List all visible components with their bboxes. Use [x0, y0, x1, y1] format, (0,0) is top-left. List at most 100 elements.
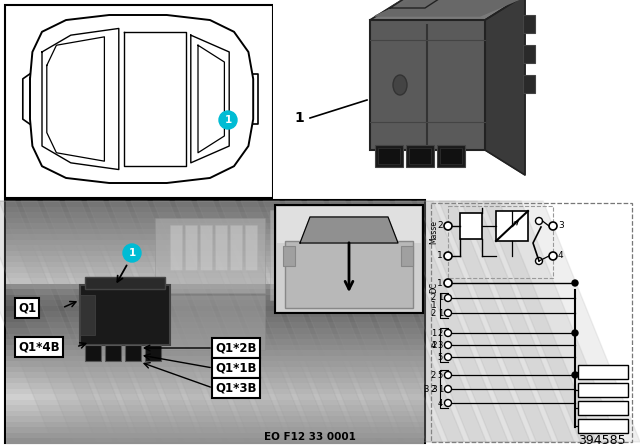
Text: 2: 2: [438, 328, 443, 337]
Text: 3: 3: [558, 221, 564, 231]
Circle shape: [445, 294, 451, 302]
Bar: [578, 383, 628, 397]
Bar: [6, 439, 424, 444]
Polygon shape: [263, 201, 420, 442]
Bar: [431, 203, 632, 442]
Bar: [6, 345, 424, 351]
Bar: [578, 365, 628, 379]
Bar: [401, 246, 413, 266]
Text: 1: 1: [225, 115, 232, 125]
Bar: [523, 75, 535, 93]
Text: 2: 2: [431, 340, 437, 349]
Bar: [273, 0, 640, 200]
Polygon shape: [390, 0, 445, 8]
Polygon shape: [21, 201, 178, 442]
Bar: [428, 200, 635, 445]
Bar: [105, 345, 121, 361]
Bar: [6, 339, 424, 345]
Bar: [6, 427, 424, 434]
Polygon shape: [439, 201, 596, 442]
Bar: [270, 210, 415, 300]
Text: Q1*4B: Q1*4B: [18, 340, 60, 353]
Polygon shape: [461, 201, 618, 442]
Bar: [523, 15, 535, 33]
Text: Q1*3B: Q1*3B: [215, 382, 257, 395]
Text: 2: 2: [437, 221, 443, 231]
Bar: [85, 277, 165, 289]
Bar: [406, 145, 434, 167]
Polygon shape: [109, 201, 266, 442]
Bar: [6, 350, 424, 356]
Text: 2: 2: [431, 309, 436, 318]
Bar: [6, 201, 424, 207]
Bar: [6, 284, 424, 290]
Bar: [6, 317, 424, 323]
Polygon shape: [0, 201, 134, 442]
Text: 5: 5: [438, 353, 443, 362]
Text: 1: 1: [437, 279, 443, 288]
Bar: [85, 345, 101, 361]
Circle shape: [445, 371, 451, 379]
Circle shape: [572, 372, 578, 378]
Circle shape: [549, 222, 557, 230]
Bar: [6, 207, 424, 212]
Polygon shape: [131, 201, 288, 442]
Bar: [448, 206, 553, 278]
Bar: [215, 225, 227, 270]
Circle shape: [445, 310, 451, 316]
Bar: [6, 295, 424, 301]
Bar: [6, 306, 424, 312]
Bar: [277, 207, 421, 311]
Text: 5: 5: [438, 370, 443, 379]
Bar: [6, 311, 424, 318]
Bar: [277, 207, 421, 243]
Bar: [409, 148, 431, 164]
Bar: [6, 240, 424, 246]
Polygon shape: [43, 201, 200, 442]
Text: 1: 1: [438, 293, 443, 302]
Bar: [378, 148, 400, 164]
Bar: [6, 273, 424, 279]
Text: 2: 2: [431, 370, 436, 379]
Bar: [245, 225, 257, 270]
Bar: [6, 394, 424, 401]
Polygon shape: [197, 201, 354, 442]
Text: 1: 1: [437, 251, 443, 260]
Bar: [5, 5, 273, 198]
Circle shape: [445, 329, 451, 336]
Text: 1: 1: [431, 328, 436, 337]
Text: Q1*2B: Q1*2B: [215, 341, 257, 354]
Bar: [285, 241, 413, 308]
Bar: [6, 289, 424, 295]
Bar: [6, 378, 424, 384]
Bar: [496, 211, 528, 241]
Bar: [185, 225, 197, 270]
Text: Masse: Masse: [429, 220, 438, 244]
Bar: [283, 246, 295, 266]
Bar: [523, 45, 535, 63]
Bar: [6, 334, 424, 340]
Bar: [6, 212, 424, 218]
Circle shape: [445, 341, 451, 349]
Polygon shape: [370, 0, 525, 20]
Polygon shape: [417, 201, 574, 442]
Text: 3: 3: [424, 384, 429, 393]
Circle shape: [445, 353, 451, 361]
Bar: [6, 366, 424, 373]
Circle shape: [549, 252, 557, 260]
Bar: [6, 422, 424, 428]
Text: 3: 3: [438, 340, 443, 349]
Text: Q1: Q1: [18, 302, 36, 314]
Circle shape: [444, 222, 452, 230]
Polygon shape: [153, 201, 310, 442]
Text: 4: 4: [431, 340, 436, 349]
Bar: [80, 285, 170, 345]
Bar: [6, 411, 424, 417]
Bar: [6, 223, 424, 229]
Polygon shape: [483, 201, 640, 442]
Bar: [370, 20, 485, 150]
Bar: [6, 218, 424, 224]
Circle shape: [444, 279, 452, 287]
Text: Q1*1B: Q1*1B: [215, 362, 257, 375]
Bar: [6, 433, 424, 439]
